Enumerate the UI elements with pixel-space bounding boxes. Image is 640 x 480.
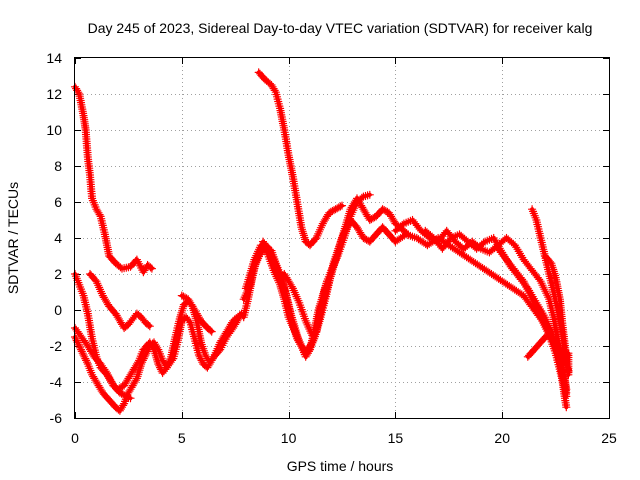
- y-tick-label: -4: [50, 374, 63, 390]
- y-tick-label: 12: [46, 86, 62, 102]
- plot-frame: [74, 57, 610, 419]
- plus-markers: [241, 215, 400, 358]
- x-tick-label: 0: [71, 430, 79, 446]
- series-track-10: [241, 215, 400, 358]
- series-track-5: [85, 269, 154, 333]
- series-track-17: [540, 251, 573, 379]
- y-tick-label: -2: [50, 338, 63, 354]
- series-track-7: [254, 68, 347, 250]
- chart-title: Day 245 of 2023, Sidereal Day-to-day VTE…: [88, 20, 593, 36]
- series-track-1: [70, 82, 156, 277]
- series-track-3: [70, 311, 244, 415]
- y-tick-labels: -6 -4 -2 0 2 4 6 8 10 12 14: [46, 50, 62, 426]
- plus-markers: [258, 237, 332, 340]
- series-track-11: [258, 237, 332, 340]
- series-track-6: [177, 291, 216, 336]
- y-tick-label: 10: [46, 122, 62, 138]
- y-tick-label: 0: [54, 302, 62, 318]
- y-tick-label: 14: [46, 50, 62, 66]
- x-tick-label: 10: [281, 430, 297, 446]
- series-track-8: [239, 190, 374, 361]
- x-tick-label: 20: [494, 430, 510, 446]
- grid: [75, 58, 609, 418]
- x-tick-label: 25: [601, 430, 617, 446]
- y-tick-label: 4: [54, 230, 62, 246]
- plus-markers: [239, 190, 374, 361]
- x-tick-labels: 0 5 10 15 20 25: [71, 430, 617, 446]
- series-track-18: [523, 331, 571, 397]
- plus-markers: [70, 82, 156, 277]
- y-tick-label: 6: [54, 194, 62, 210]
- plus-markers: [85, 269, 154, 333]
- plus-markers: [177, 291, 216, 336]
- plus-markers: [540, 251, 573, 379]
- plus-markers: [523, 331, 571, 397]
- data-series: [70, 68, 573, 415]
- plus-markers: [391, 215, 569, 369]
- y-axis-label: SDTVAR / TECUs: [5, 182, 21, 294]
- y-tick-label: 8: [54, 158, 62, 174]
- plus-markers: [254, 68, 347, 250]
- x-tick-label: 15: [388, 430, 404, 446]
- y-tick-label: -6: [50, 410, 63, 426]
- y-tick-label: 2: [54, 266, 62, 282]
- x-tick-label: 5: [178, 430, 186, 446]
- x-axis-label: GPS time / hours: [287, 458, 394, 474]
